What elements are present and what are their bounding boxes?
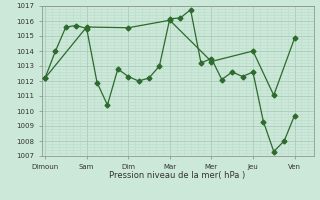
X-axis label: Pression niveau de la mer( hPa ): Pression niveau de la mer( hPa ) [109,171,246,180]
